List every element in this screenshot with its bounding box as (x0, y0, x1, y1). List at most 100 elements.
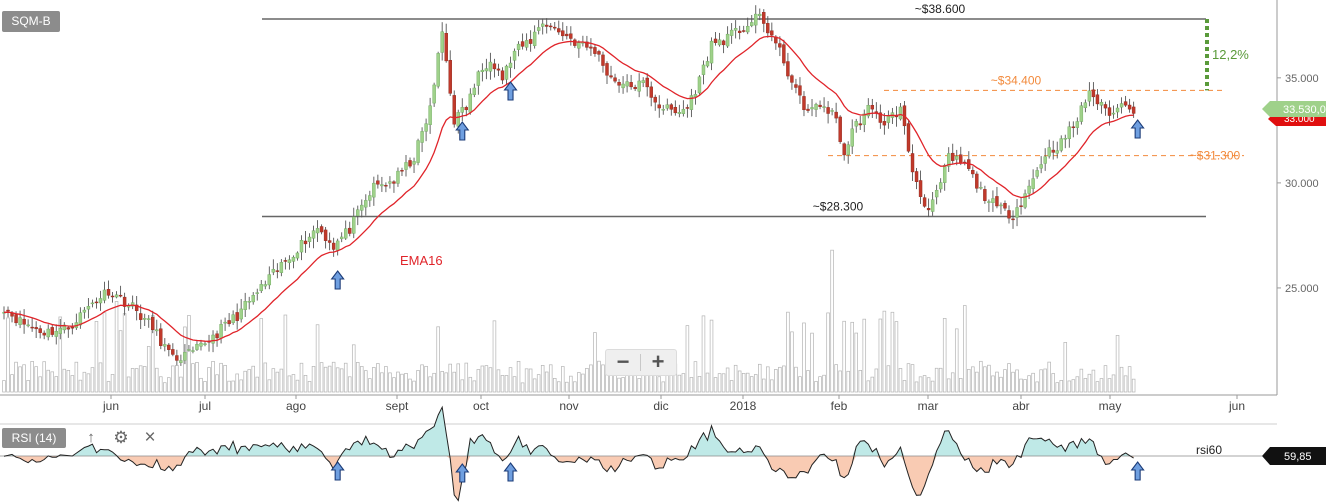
candle-body (641, 80, 645, 83)
candle-body (464, 107, 468, 111)
candle-body (854, 121, 858, 127)
candle-body (372, 182, 376, 198)
candle-body (516, 43, 521, 50)
candle-body (159, 328, 163, 346)
volume-bar (753, 374, 758, 393)
candle-body (408, 160, 412, 167)
volume-bar (617, 377, 621, 393)
volume-bar (1035, 381, 1039, 393)
candle-body (681, 108, 686, 114)
candle-body (1059, 138, 1063, 151)
volume-bar (858, 369, 863, 393)
rsi-lower-fill (4, 456, 1134, 501)
volume-bar (159, 376, 163, 393)
candle-body (492, 63, 497, 70)
gear-icon[interactable]: ⚙ (113, 428, 129, 447)
volume-bar (1019, 378, 1023, 393)
candle-body (356, 209, 360, 217)
volume-bar (412, 380, 416, 393)
candle-body (601, 54, 605, 66)
candle-body (46, 328, 50, 338)
volume-bar (66, 370, 71, 393)
candle-body (754, 13, 758, 26)
candle-body (14, 314, 18, 324)
volume-bar (830, 249, 834, 393)
candle-body (171, 349, 175, 355)
candle-body (770, 30, 774, 36)
close-icon[interactable]: × (144, 427, 156, 448)
volume-bar (770, 379, 774, 393)
volume-bar (1087, 373, 1092, 393)
x-tick-label: jun (102, 399, 119, 413)
candle-body (82, 309, 87, 313)
candle-body (460, 107, 464, 113)
candle-body (536, 27, 541, 31)
candle-body (697, 76, 702, 94)
rsi-signal-arrow (330, 461, 345, 481)
volume-bar (882, 310, 887, 393)
volume-bar (971, 366, 975, 393)
candle-body (412, 161, 416, 165)
candle-body (392, 181, 396, 184)
x-tick-label: mar (918, 399, 939, 413)
candle-body (983, 189, 987, 201)
ema-label: EMA16 (400, 253, 443, 268)
candle-body (1071, 126, 1076, 129)
volume-bar (171, 365, 175, 393)
volume-bar (878, 318, 883, 393)
zoom-in-button[interactable]: + (651, 349, 665, 374)
candle-body (291, 256, 296, 262)
annotations: ~$38.600 ~$28.300 ~$34.400 ~$31.300 EMA16 12,… (330, 2, 1249, 290)
volume-bar (504, 375, 509, 393)
candle-body (299, 240, 304, 253)
level-label: ~$28.300 (813, 200, 864, 214)
volume-bar (10, 374, 14, 393)
volume-bar (573, 381, 577, 393)
volume-bar (995, 371, 999, 393)
buy-signal-arrow (330, 270, 345, 290)
rsi-title[interactable]: RSI (14) (2, 428, 66, 448)
candle-body (971, 169, 975, 175)
candle-body (54, 331, 58, 337)
buy-signal-arrow (1130, 119, 1145, 139)
candle-body (1111, 112, 1116, 115)
zoom-out-button[interactable]: − (616, 349, 630, 374)
candle-body (307, 236, 312, 242)
volume-bar (979, 360, 983, 393)
volume-bar (303, 375, 308, 393)
candle-body (151, 316, 155, 331)
volume-bar (999, 376, 1003, 393)
volume-bar (444, 372, 448, 393)
volume-bar (1111, 374, 1116, 393)
volume-bar (70, 375, 75, 393)
volume-bar (1091, 369, 1096, 393)
volume-bar (74, 361, 79, 393)
candle-body (384, 184, 388, 187)
candle-body (814, 104, 818, 110)
candle-body (573, 39, 577, 46)
candle-body (267, 274, 272, 286)
candle-body (693, 94, 698, 97)
volume-bar (910, 364, 915, 393)
candle-body (327, 240, 332, 243)
candle-body (955, 156, 959, 160)
candle-body (721, 40, 726, 46)
candle-body (106, 289, 111, 296)
symbol-label[interactable]: SQM-B (2, 11, 60, 32)
candle-body (918, 180, 923, 197)
volume-bar (593, 332, 597, 393)
volume-bar (954, 328, 959, 393)
volume-bar (356, 362, 360, 393)
volume-bar (468, 376, 473, 393)
volume-bar (657, 376, 662, 393)
volume-bar (106, 381, 111, 393)
volume-bar (934, 367, 939, 393)
move-up-icon[interactable]: ↑ (87, 429, 95, 446)
volume-bar (959, 378, 963, 393)
volume-bar (54, 376, 59, 393)
volume-bar (1099, 378, 1104, 393)
volume-bar (86, 373, 91, 393)
volume-bar (376, 363, 380, 393)
volume-bar (384, 366, 388, 393)
